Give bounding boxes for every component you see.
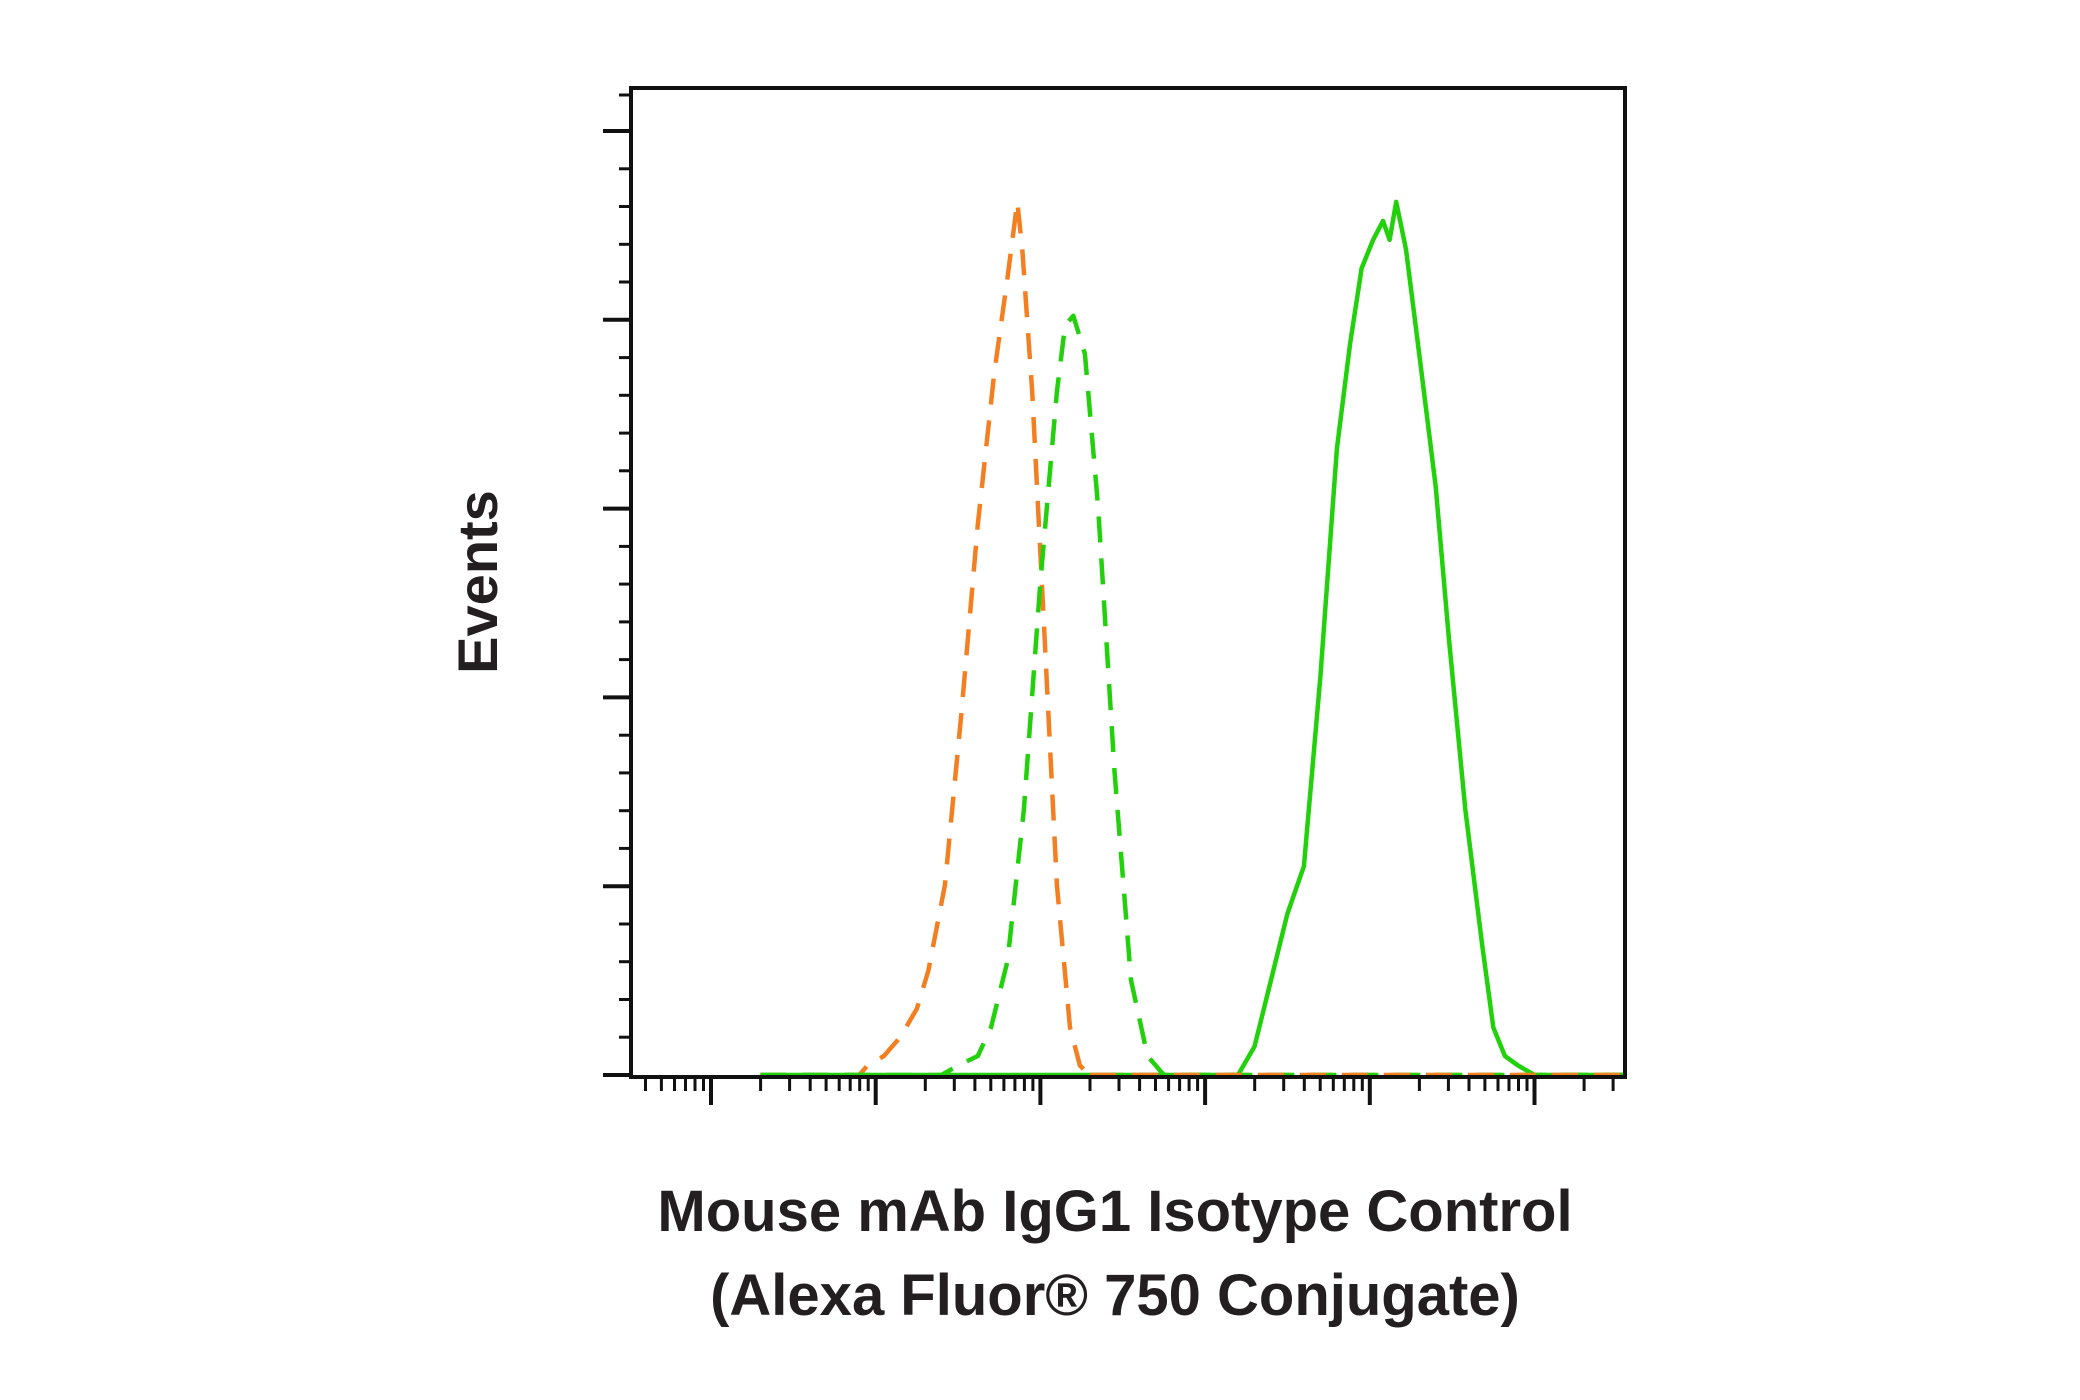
series-line-1: [760, 199, 1623, 1078]
x-axis-ticks: [644, 1077, 1615, 1105]
x-axis-label-line-1: Mouse mAb IgG1 Isotype Control: [657, 1179, 1572, 1244]
y-axis-ticks: [603, 93, 631, 1077]
plot-lines: [760, 199, 1623, 1078]
x-axis-label-line-2: (Alexa Fluor® 750 Conjugate): [710, 1263, 1520, 1328]
plot-frame: [629, 86, 1627, 1079]
series-line-3: [760, 199, 1623, 1078]
series-line-2: [760, 313, 1623, 1078]
y-axis-label: Events: [446, 490, 509, 674]
